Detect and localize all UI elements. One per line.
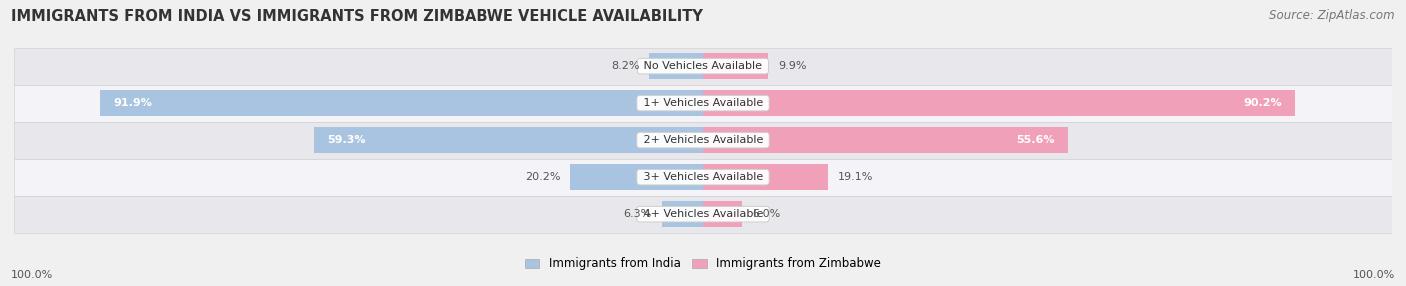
Bar bbox=[703, 90, 1295, 116]
Text: 8.2%: 8.2% bbox=[610, 61, 640, 71]
Text: 19.1%: 19.1% bbox=[838, 172, 873, 182]
Text: 9.9%: 9.9% bbox=[778, 61, 806, 71]
Bar bbox=[314, 127, 703, 154]
Bar bbox=[703, 164, 828, 190]
Bar bbox=[100, 90, 703, 116]
Bar bbox=[14, 122, 1392, 159]
Text: 6.3%: 6.3% bbox=[624, 209, 652, 219]
Bar bbox=[14, 196, 1392, 233]
Bar bbox=[703, 127, 1067, 154]
Text: 3+ Vehicles Available: 3+ Vehicles Available bbox=[640, 172, 766, 182]
Text: 4+ Vehicles Available: 4+ Vehicles Available bbox=[640, 209, 766, 219]
Bar bbox=[14, 47, 1392, 85]
Text: 1+ Vehicles Available: 1+ Vehicles Available bbox=[640, 98, 766, 108]
Bar bbox=[703, 201, 742, 227]
Text: No Vehicles Available: No Vehicles Available bbox=[640, 61, 766, 71]
Text: 90.2%: 90.2% bbox=[1243, 98, 1282, 108]
Text: 2+ Vehicles Available: 2+ Vehicles Available bbox=[640, 135, 766, 145]
Bar bbox=[571, 164, 703, 190]
Text: 55.6%: 55.6% bbox=[1017, 135, 1054, 145]
Text: 100.0%: 100.0% bbox=[1353, 270, 1395, 280]
Bar bbox=[703, 53, 768, 80]
Text: IMMIGRANTS FROM INDIA VS IMMIGRANTS FROM ZIMBABWE VEHICLE AVAILABILITY: IMMIGRANTS FROM INDIA VS IMMIGRANTS FROM… bbox=[11, 9, 703, 23]
Legend: Immigrants from India, Immigrants from Zimbabwe: Immigrants from India, Immigrants from Z… bbox=[524, 257, 882, 270]
Text: 6.0%: 6.0% bbox=[752, 209, 780, 219]
Bar bbox=[650, 53, 703, 80]
Text: 59.3%: 59.3% bbox=[328, 135, 366, 145]
Text: Source: ZipAtlas.com: Source: ZipAtlas.com bbox=[1270, 9, 1395, 21]
Bar bbox=[662, 201, 703, 227]
Text: 100.0%: 100.0% bbox=[11, 270, 53, 280]
Bar bbox=[14, 85, 1392, 122]
Text: 20.2%: 20.2% bbox=[524, 172, 561, 182]
Bar bbox=[14, 159, 1392, 196]
Text: 91.9%: 91.9% bbox=[112, 98, 152, 108]
